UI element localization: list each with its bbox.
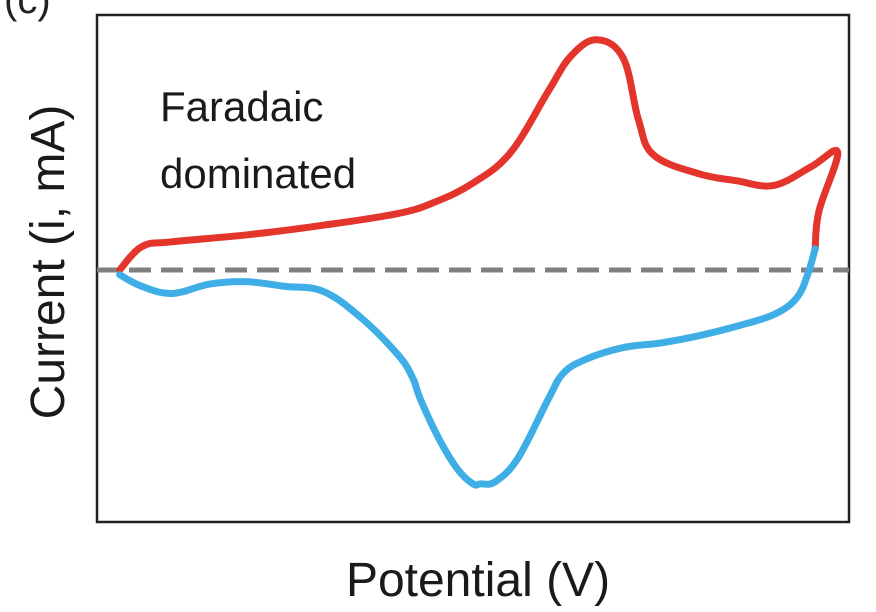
series-line-0 [116, 36, 842, 274]
x-axis-label: Potential (V) [346, 554, 610, 607]
annotation-line-2: dominated [160, 150, 356, 197]
panel-label: (c) [4, 0, 51, 22]
series-layer [116, 36, 842, 489]
series-line-1 [116, 245, 819, 489]
annotation-line-1: Faradaic [160, 83, 323, 130]
y-axis-label: Current (i, mA) [22, 105, 75, 420]
